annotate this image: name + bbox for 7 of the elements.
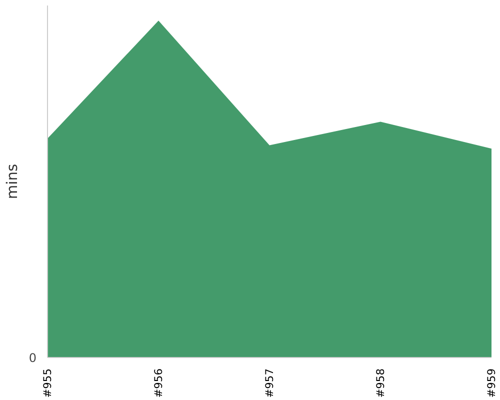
y-axis-title: mins (4, 164, 21, 200)
x-tick-label: #958 (374, 368, 387, 398)
x-tick-label: #959 (485, 368, 498, 398)
x-tick-label: #955 (41, 368, 54, 398)
x-tick-label: #956 (152, 368, 165, 398)
text: 0 (28, 351, 37, 365)
x-tick-label: #957 (263, 368, 276, 398)
